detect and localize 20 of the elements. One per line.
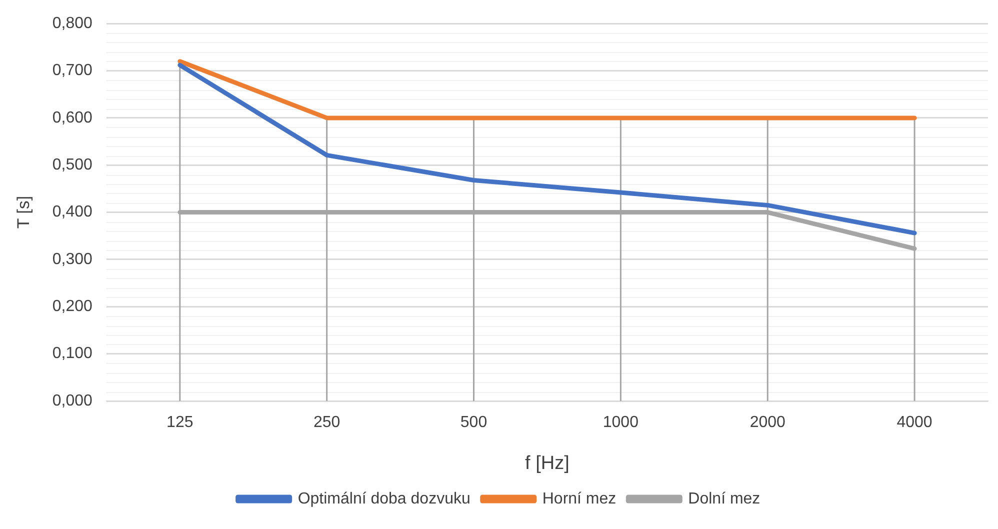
legend-label: Optimální doba dozvuku xyxy=(298,490,470,508)
y-tick-label: 0,300 xyxy=(52,250,93,268)
x-tick-label: 2000 xyxy=(750,414,786,432)
x-tick-label: 125 xyxy=(166,414,194,432)
y-tick-label: 0,000 xyxy=(52,392,93,410)
y-tick-label: 0,700 xyxy=(52,62,93,80)
x-tick-label: 500 xyxy=(460,414,488,432)
x-tick-label: 4000 xyxy=(896,414,932,432)
x-axis-title: f [Hz] xyxy=(525,452,570,474)
legend-label: Horní mez xyxy=(542,490,616,508)
y-tick-label: 0,400 xyxy=(52,204,93,221)
y-tick-label: 0,600 xyxy=(52,109,93,126)
y-axis-title: T [s] xyxy=(14,196,33,229)
x-tick-label: 250 xyxy=(313,414,340,432)
legend-label: Dolní mez xyxy=(688,490,760,508)
y-tick-label: 0,800 xyxy=(52,15,93,32)
y-tick-label: 0,500 xyxy=(52,156,93,174)
y-tick-label: 0,200 xyxy=(52,298,93,316)
x-tick-label: 1000 xyxy=(602,414,639,432)
y-tick-label: 0,100 xyxy=(52,345,93,362)
